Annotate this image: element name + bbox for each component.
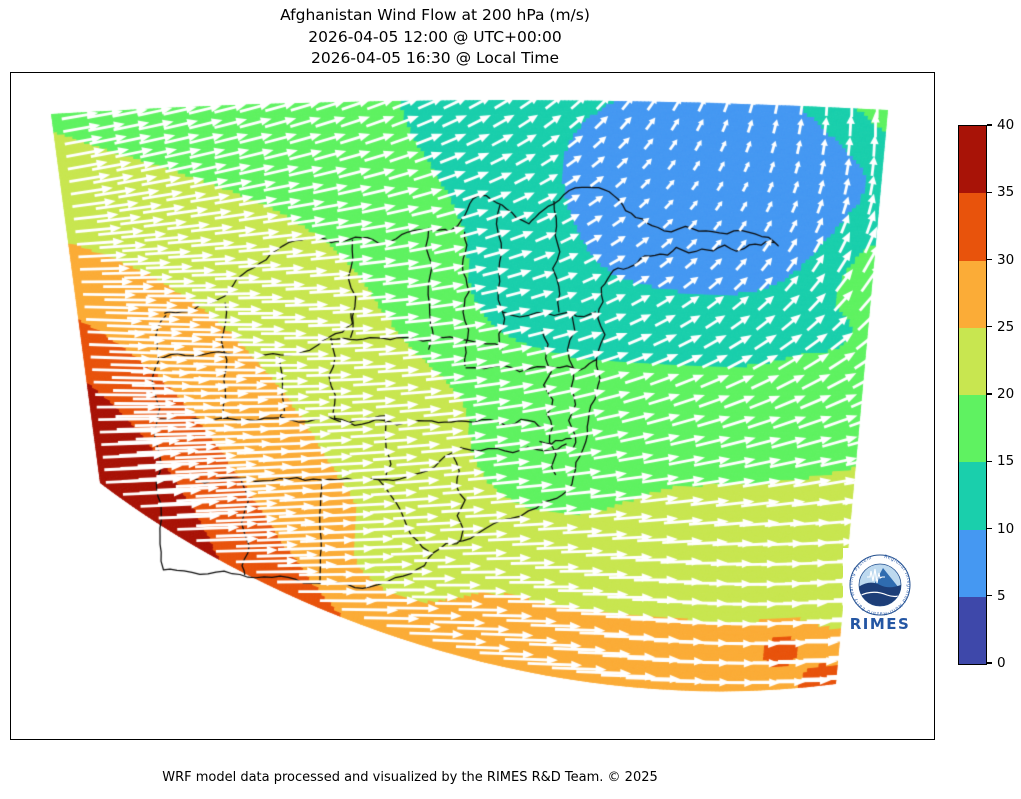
chart-title: Afghanistan Wind Flow at 200 hPa (m/s) 2… bbox=[0, 5, 870, 70]
colorbar-segment bbox=[959, 327, 986, 395]
colorbar-tickmark bbox=[987, 393, 992, 395]
colorbar-segment bbox=[959, 193, 986, 261]
wind-map-canvas bbox=[11, 73, 934, 739]
colorbar-segment bbox=[959, 395, 986, 463]
colorbar-gradient bbox=[958, 125, 987, 665]
colorbar-tick-label: 25 bbox=[997, 318, 1015, 335]
colorbar-tickmark bbox=[987, 460, 992, 462]
rimes-logo: Regional Integrated Multi-Hazard Early W… bbox=[843, 548, 917, 634]
colorbar-segment bbox=[959, 529, 986, 597]
colorbar-segment bbox=[959, 126, 986, 194]
colorbar-segment bbox=[959, 462, 986, 530]
colorbar-tick-label: 15 bbox=[997, 453, 1015, 470]
logo-art bbox=[859, 568, 901, 606]
colorbar-tickmark bbox=[987, 527, 992, 530]
title-line-1: Afghanistan Wind Flow at 200 hPa (m/s) bbox=[280, 6, 590, 24]
logo-wordmark: RIMES bbox=[850, 615, 911, 633]
rimes-logo-graphic: Regional Integrated Multi-Hazard Early W… bbox=[848, 554, 911, 633]
colorbar-tick-label: 5 bbox=[997, 587, 1006, 604]
colorbar-segment bbox=[959, 596, 986, 664]
title-line-3: 2026-04-05 16:30 @ Local Time bbox=[310, 49, 560, 67]
colorbar-tickmark bbox=[987, 124, 992, 126]
colorbar-tickmark bbox=[987, 258, 992, 261]
title-line-2: 2026-04-05 12:00 @ UTC+00:00 bbox=[308, 27, 562, 46]
colorbar-tickmark bbox=[987, 662, 992, 664]
colorbar-segment bbox=[959, 260, 986, 328]
map-frame bbox=[10, 72, 935, 740]
colorbar-tickmark bbox=[987, 326, 992, 328]
colorbar-tick-label: 20 bbox=[997, 386, 1015, 402]
colorbar-tick-label: 0 bbox=[997, 655, 1006, 671]
colorbar-tickmark bbox=[987, 595, 992, 597]
colorbar-tick-label: 35 bbox=[997, 184, 1015, 201]
footer-credit: WRF model data processed and visualized … bbox=[162, 770, 658, 785]
colorbar-tick-label: 40 bbox=[997, 117, 1015, 133]
colorbar-tick-label: 30 bbox=[997, 251, 1015, 268]
colorbar-tickmark bbox=[987, 191, 992, 193]
colorbar-tick-label: 10 bbox=[997, 520, 1015, 537]
